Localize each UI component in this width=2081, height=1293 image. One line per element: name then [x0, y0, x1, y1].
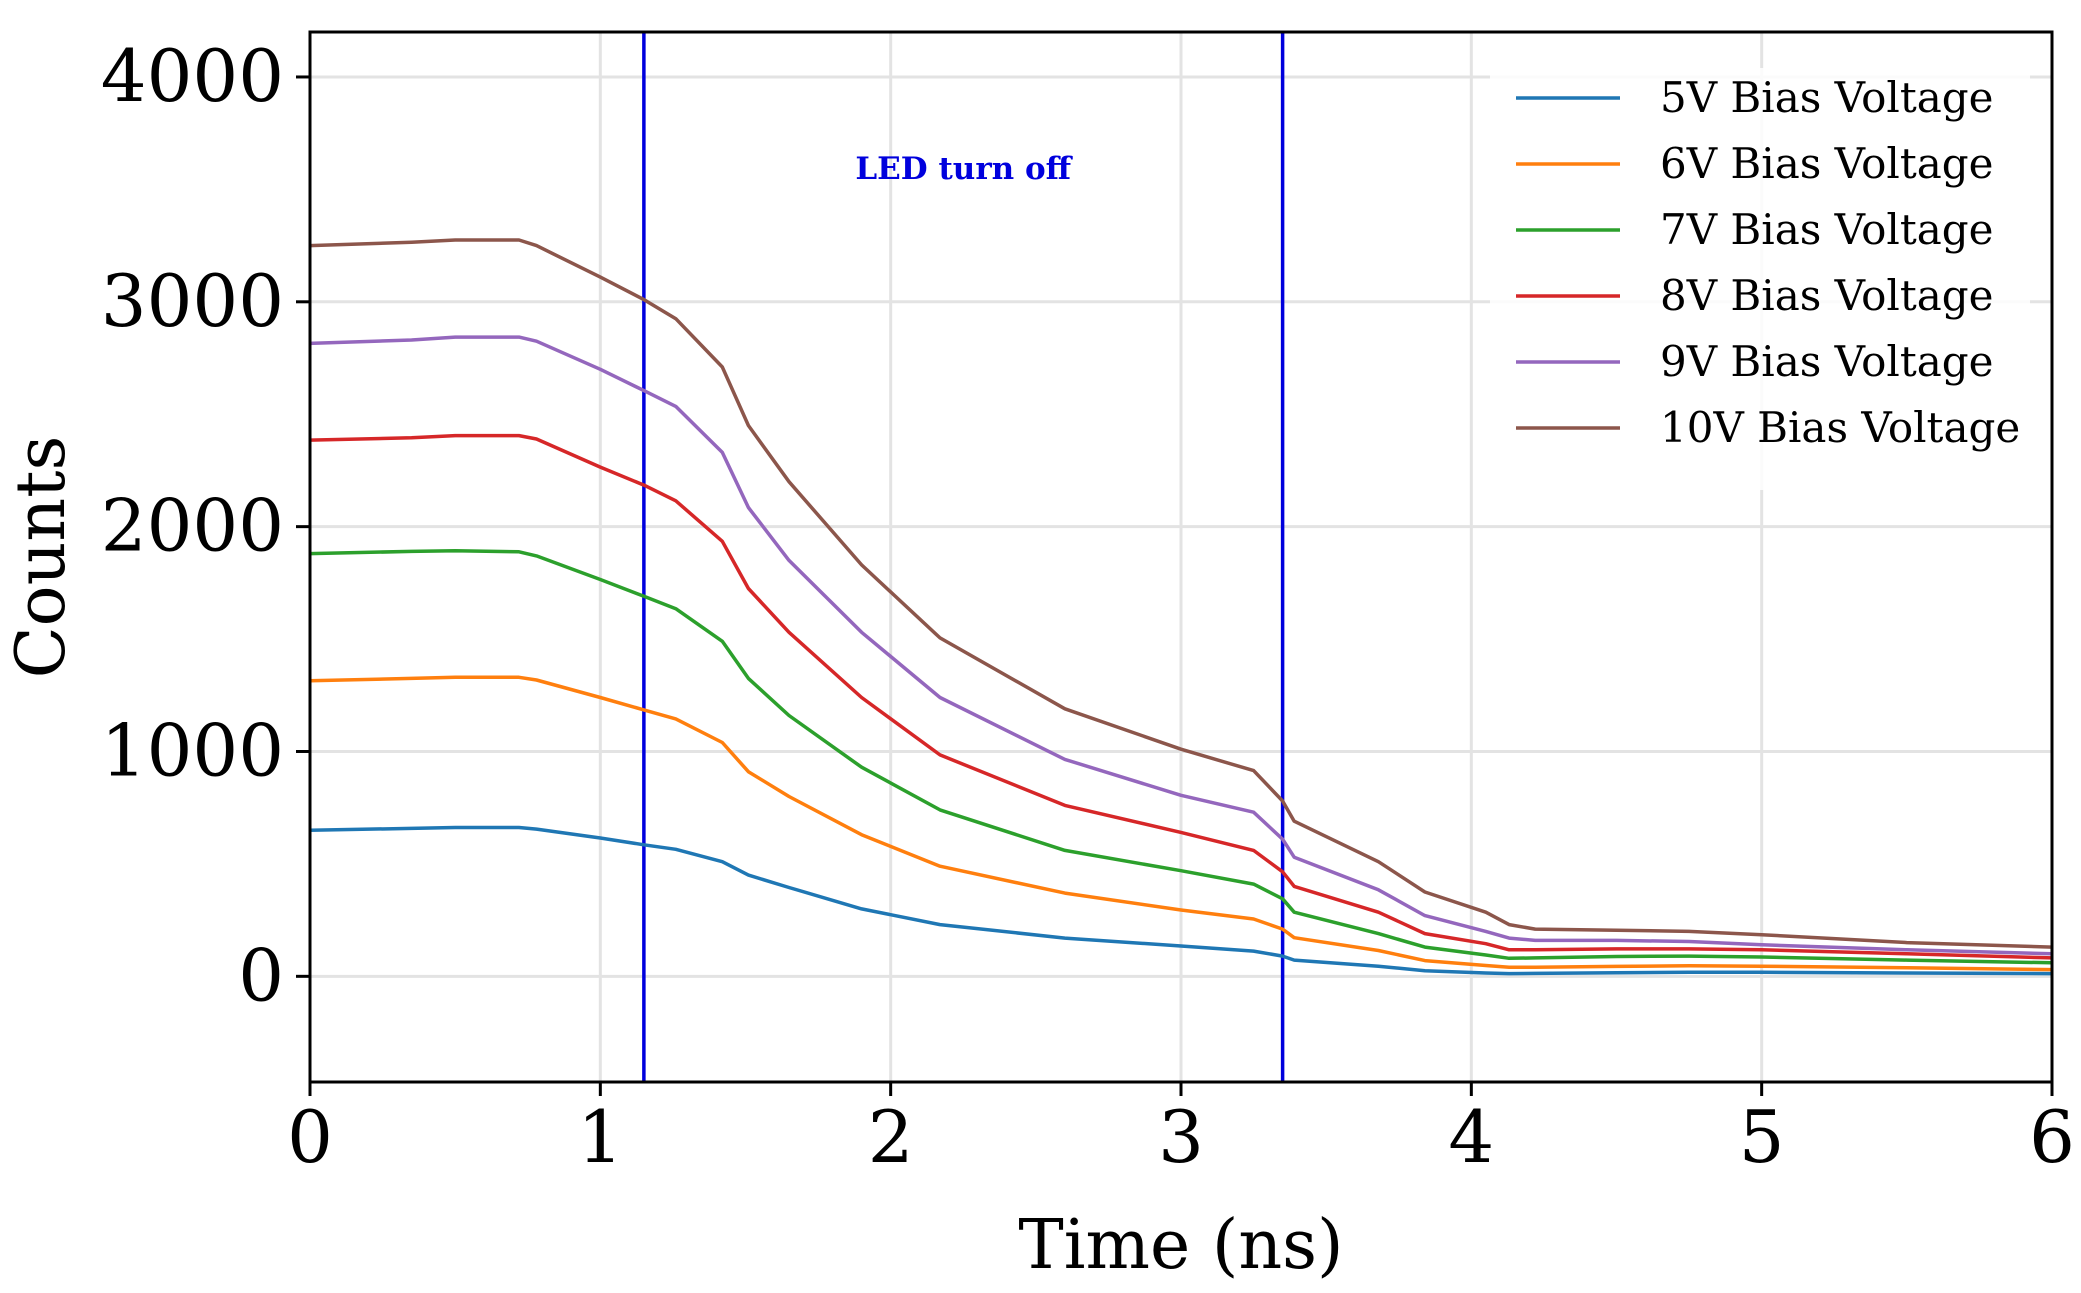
series-lines	[309, 238, 2053, 976]
series-line	[309, 825, 2053, 976]
legend: 5V Bias Voltage 6V Bias Voltage 7V Bias Vo…	[1490, 68, 2030, 490]
vertical-markers	[642, 32, 1285, 1082]
series-line	[309, 238, 2053, 949]
x-tick-label: 1	[577, 1095, 623, 1179]
y-tick-label: 0	[238, 933, 284, 1017]
y-tick-label: 4000	[101, 34, 284, 118]
x-axis-title: Time (ns)	[1018, 1206, 1343, 1285]
legend-label: 6V Bias Voltage	[1660, 139, 1994, 188]
x-tick-label: 2	[868, 1095, 914, 1179]
x-tick-label: 6	[2029, 1095, 2075, 1179]
x-tick-label: 3	[1158, 1095, 1204, 1179]
y-tick-label: 2000	[101, 484, 284, 568]
series-line	[309, 675, 2053, 972]
annotation-label: LED turn off	[855, 151, 1073, 187]
series-line	[309, 433, 2053, 960]
x-tick-label: 5	[1739, 1095, 1785, 1179]
y-tick-label: 1000	[101, 708, 284, 792]
legend-label: 10V Bias Voltage	[1660, 403, 2020, 452]
series-line	[309, 335, 2053, 956]
x-tick-label: 4	[1448, 1095, 1494, 1179]
legend-label: 5V Bias Voltage	[1660, 73, 1994, 122]
series-line	[309, 548, 2053, 965]
legend-label: 8V Bias Voltage	[1660, 271, 1994, 320]
legend-label: 7V Bias Voltage	[1660, 205, 1994, 254]
y-axis-title: Counts	[2, 436, 81, 679]
x-tick-label: 0	[287, 1095, 333, 1179]
axis-ticks: 0 1 2 3 4 5 6 0 1000 2000 3000 4000	[101, 34, 2075, 1179]
legend-label: 9V Bias Voltage	[1660, 337, 1994, 386]
legend-box	[1490, 68, 2030, 490]
y-tick-label: 3000	[101, 259, 284, 343]
